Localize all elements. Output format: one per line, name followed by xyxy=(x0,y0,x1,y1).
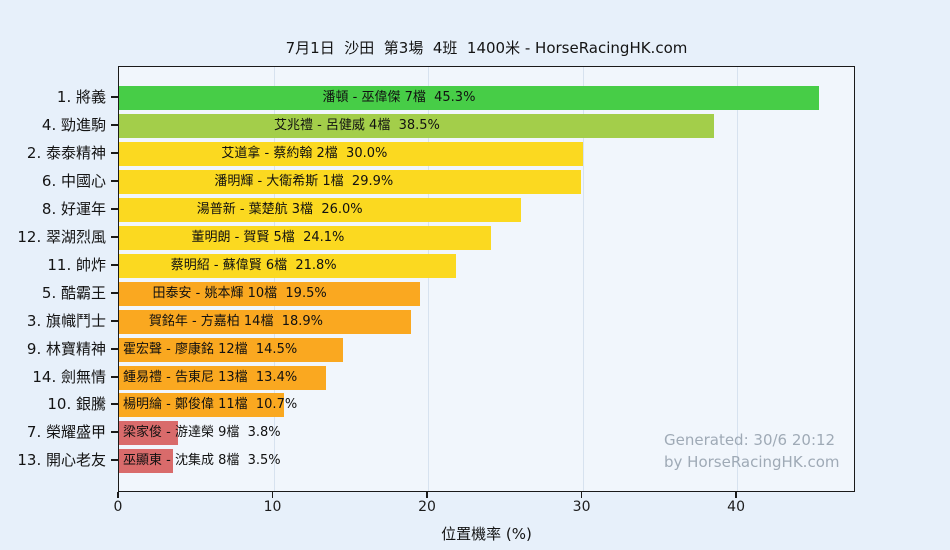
horse-name-label: 6. 中國心 xyxy=(41,171,106,190)
x-tick-mark xyxy=(271,492,274,498)
x-axis-label: 位置機率 (%) xyxy=(441,525,532,543)
y-tick-mark xyxy=(111,431,118,434)
y-tick-mark xyxy=(111,263,118,266)
gridline xyxy=(428,67,430,491)
x-tick-label: 40 xyxy=(727,499,745,515)
y-tick-mark xyxy=(111,459,118,462)
y-tick-mark xyxy=(111,291,118,294)
probability-bar xyxy=(119,225,492,250)
y-tick-mark xyxy=(111,179,118,182)
probability-bar xyxy=(119,169,582,194)
bar-label: 巫顯東 - 沈集成 8檔 3.5% xyxy=(123,453,281,469)
y-tick-mark xyxy=(111,96,118,98)
bar-label: 田泰安 - 姚本輝 10檔 19.5% xyxy=(152,285,327,301)
bar-label: 艾道拿 - 蔡約翰 2檔 30.0% xyxy=(221,145,388,161)
watermark-generated-line: Generated: 30/6 20:12 xyxy=(664,431,836,449)
probability-bar xyxy=(119,449,174,474)
bar-label: 霍宏聲 - 廖康銘 12檔 14.5% xyxy=(123,341,298,357)
bar-label: 楊明綸 - 鄭俊偉 11檔 10.7% xyxy=(123,397,298,413)
bar-label: 梁家俊 - 游達榮 9檔 3.8% xyxy=(123,425,281,441)
gridline xyxy=(582,67,584,491)
bar-label: 鍾易禮 - 告東尼 13檔 13.4% xyxy=(123,369,298,385)
x-tick-mark xyxy=(735,492,737,498)
horse-name-label: 9. 林寶精神 xyxy=(26,339,106,358)
y-tick-mark xyxy=(111,347,118,350)
horse-name-label: 2. 泰泰精神 xyxy=(26,143,106,162)
x-tick-mark xyxy=(426,492,428,498)
y-tick-mark xyxy=(111,151,118,154)
y-axis: 1. 將義 4. 勁進駒 2. 泰泰精神 6. 中國心 8. 好運年 12. 翠湖烈風 11… xyxy=(0,66,118,492)
x-axis: 0 10 20 30 40 xyxy=(114,492,855,526)
gridline xyxy=(273,67,275,491)
x-tick-label: 30 xyxy=(572,499,591,515)
horse-name-label: 10. 銀騰 xyxy=(47,395,106,414)
horse-name-label: 14. 劍無情 xyxy=(32,367,106,386)
horse-name-label: 5. 酷霸王 xyxy=(41,283,106,302)
bar-label: 湯普新 - 葉楚航 3檔 26.0% xyxy=(196,201,363,217)
plot-area: 潘頓 - 巫偉傑 7檔 45.3% 艾兆禮 - 呂健威 4檔 38.5% 艾道拿 -… xyxy=(118,66,855,492)
probability-bar xyxy=(119,281,421,306)
x-tick-mark xyxy=(117,492,119,498)
bar-label: 蔡明紹 - 蘇偉賢 6檔 21.8% xyxy=(170,257,337,273)
horse-name-label: 13. 開心老友 xyxy=(17,451,106,470)
y-tick-mark xyxy=(111,319,118,322)
gridline xyxy=(737,67,739,491)
bar-label: 潘頓 - 巫偉傑 7檔 45.3% xyxy=(322,90,476,105)
y-tick-mark xyxy=(111,235,118,238)
horse-name-label: 11. 帥炸 xyxy=(47,255,106,274)
bar-label: 潘明輝 - 大衛希斯 1檔 29.9% xyxy=(214,173,394,189)
watermark-site-line: by HorseRacingHK.com xyxy=(664,453,840,471)
x-tick-mark xyxy=(580,492,583,498)
horse-name-label: 8. 好運年 xyxy=(41,199,106,218)
probability-bar xyxy=(119,337,344,362)
horse-name-label: 4. 勁進駒 xyxy=(41,115,106,134)
probability-bar xyxy=(119,113,714,138)
horse-name-label: 12. 翠湖烈風 xyxy=(17,227,106,246)
y-tick-mark xyxy=(111,123,118,126)
probability-bar xyxy=(119,309,412,334)
probability-bar xyxy=(119,141,583,166)
horse-name-label: 1. 將義 xyxy=(56,88,106,106)
probability-bar xyxy=(119,197,521,222)
bar-label: 艾兆禮 - 呂健威 4檔 38.5% xyxy=(273,117,440,133)
y-tick-mark xyxy=(111,207,118,210)
probability-bar xyxy=(119,421,178,446)
y-tick-mark xyxy=(111,375,118,378)
probability-bar xyxy=(119,253,456,278)
x-tick-label: 0 xyxy=(113,499,123,515)
watermark: Generated: 30/6 20:12 by HorseRacingHK.c… xyxy=(664,429,839,473)
horse-name-label: 3. 旗幟鬥士 xyxy=(26,311,106,330)
bar-label: 賀銘年 - 方嘉柏 14檔 18.9% xyxy=(148,313,324,329)
probability-bar xyxy=(119,86,819,110)
y-tick-mark xyxy=(111,403,118,406)
bar-label: 董明朗 - 賀賢 5檔 24.1% xyxy=(191,229,345,245)
probability-bar xyxy=(119,365,327,390)
horse-name-label: 7. 榮耀盛甲 xyxy=(26,423,106,442)
chart-title: 7月1日 沙田 第3場 4班 1400米 - HorseRacingHK.com xyxy=(285,39,688,57)
x-tick-label: 10 xyxy=(263,499,282,515)
probability-bar xyxy=(119,393,285,418)
x-tick-label: 20 xyxy=(418,499,436,515)
